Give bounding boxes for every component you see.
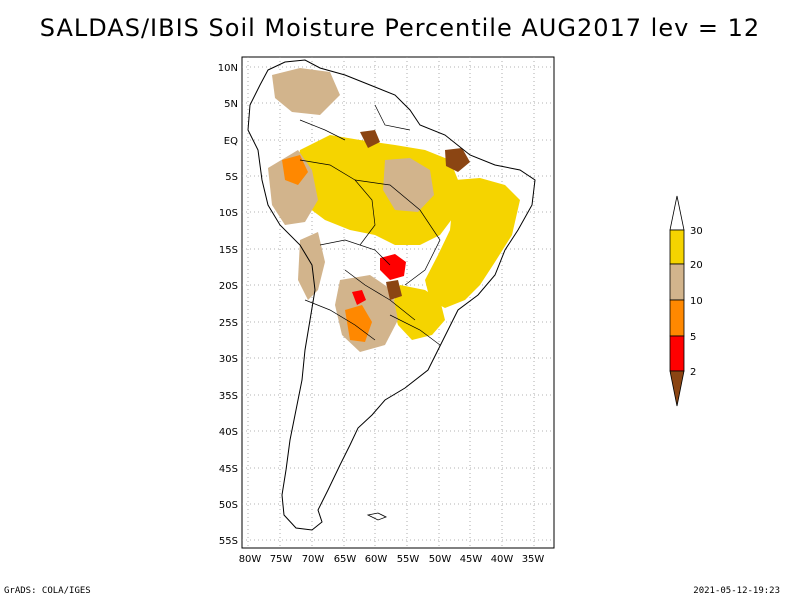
lon-tick-label: 45W (460, 554, 483, 565)
lon-tick-labels: 80W 75W 70W 65W 60W 55W 50W 45W 40W 35W (239, 554, 545, 565)
legend-swatch-20-30 (669, 229, 685, 265)
legend-label: 20 (690, 260, 703, 271)
lat-tick-label: 5S (225, 172, 238, 183)
lat-tick-labels: 10N 5N EQ 5S 10S 15S 20S 25S 30S 35S 40S… (218, 63, 238, 547)
shade-tan-andes (298, 232, 325, 300)
south-america-outline (247, 59, 536, 531)
lon-tick-label: 65W (334, 554, 357, 565)
percentile-shading (268, 68, 520, 352)
lat-tick-label: 10S (219, 208, 238, 219)
color-bar-labels: 30 20 10 5 2 (690, 226, 703, 378)
lat-tick-label: 25S (219, 318, 238, 329)
lon-tick-label: 75W (270, 554, 293, 565)
legend-label: 30 (690, 226, 703, 237)
lat-tick-label: EQ (224, 136, 238, 147)
lat-tick-label: 55S (219, 536, 238, 547)
country-borders (299, 104, 441, 346)
shade-orange-peru (282, 155, 308, 185)
lon-tick-label: 50W (429, 554, 452, 565)
legend-swatch-below-2 (669, 370, 685, 407)
shade-brown-pantanal (386, 280, 402, 300)
legend-label: 2 (690, 367, 696, 378)
lat-tick-label: 20S (219, 281, 238, 292)
color-bar (669, 195, 685, 407)
lat-tick-label: 30S (219, 354, 238, 365)
falkland-islands (366, 512, 387, 521)
lat-tick-label: 50S (219, 500, 238, 511)
lon-tick-label: 60W (365, 554, 388, 565)
lat-tick-label: 40S (219, 427, 238, 438)
legend-swatch-2-5 (669, 335, 685, 372)
shade-yellow-east (425, 178, 520, 308)
shade-yellow-amazon (295, 135, 460, 245)
lat-tick-label: 5N (224, 99, 238, 110)
lat-tick-label: 45S (219, 464, 238, 475)
legend-swatch-10-20 (669, 263, 685, 301)
shade-yellow-south (392, 285, 445, 340)
lon-tick-label: 70W (302, 554, 325, 565)
lon-tick-label: 55W (397, 554, 420, 565)
map-title: SALDAS/IBIS Soil Moisture Percentile AUG… (39, 14, 761, 42)
shade-tan-central (383, 158, 434, 212)
shade-brown-north (445, 148, 470, 172)
lon-tick-label: 40W (491, 554, 514, 565)
footer-timestamp: 2021-05-12-19:23 (693, 586, 780, 596)
lat-tick-label: 15S (219, 245, 238, 256)
shade-red-chaco (352, 290, 366, 305)
legend-swatch-5-10 (669, 299, 685, 337)
lon-tick-label: 80W (239, 554, 262, 565)
lat-tick-label: 10N (218, 63, 238, 74)
lon-tick-label: 35W (522, 554, 545, 565)
shade-brown-amazon (360, 130, 380, 148)
lat-tick-label: 35S (219, 391, 238, 402)
legend-label: 10 (690, 296, 703, 307)
shade-tan-north (272, 68, 340, 115)
legend-swatch-above-30 (669, 195, 685, 231)
footer-credit: GrADS: COLA/IGES (4, 586, 91, 596)
shade-red-pantanal (380, 254, 406, 280)
legend-label: 5 (690, 332, 696, 343)
